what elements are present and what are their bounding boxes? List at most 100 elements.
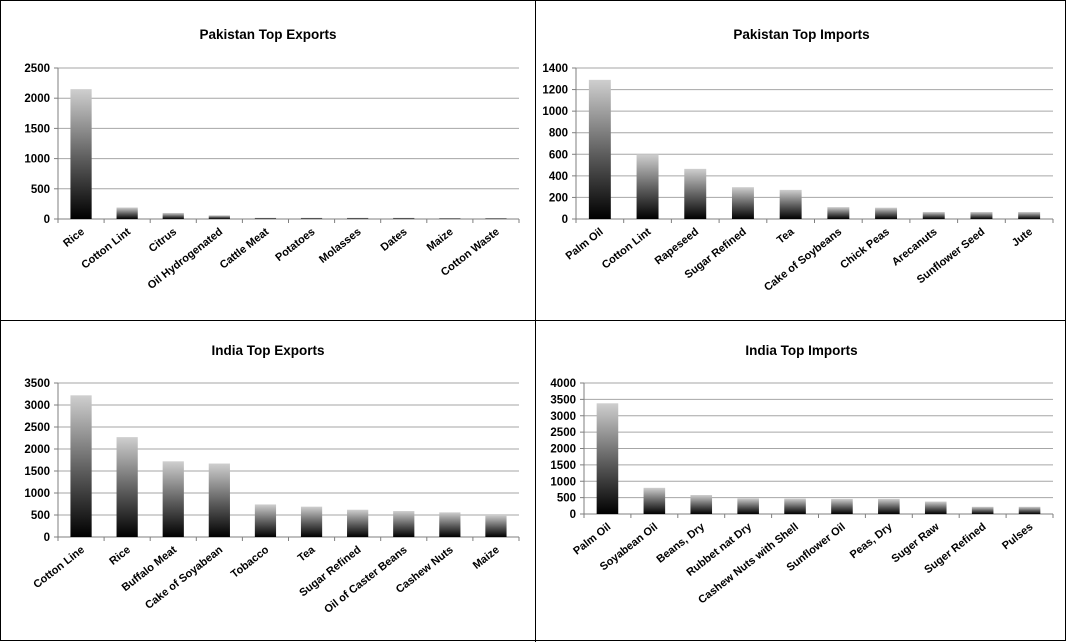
chart-panel-india-exports: India Top Exports 0 500 1000 1500 2000 2500 300… bbox=[1, 321, 536, 642]
bar bbox=[254, 217, 277, 219]
bar bbox=[439, 512, 461, 537]
x-category-label: Rapeseed bbox=[653, 226, 701, 267]
y-tick-label: 3000 bbox=[550, 411, 576, 423]
y-tick-label: 200 bbox=[549, 192, 568, 204]
bar bbox=[875, 207, 898, 219]
y-tick-label: 4000 bbox=[550, 378, 576, 390]
x-category-label: Tea bbox=[775, 225, 797, 246]
x-category-label: Cotton Lint bbox=[600, 226, 654, 272]
bar bbox=[971, 506, 994, 514]
x-category-label: Tobacco bbox=[229, 544, 272, 581]
x-category-label: Rice bbox=[107, 544, 133, 568]
bar bbox=[690, 495, 713, 514]
x-category-label: Citrus bbox=[147, 226, 179, 255]
bar bbox=[70, 89, 92, 219]
bar bbox=[347, 217, 369, 219]
x-category-label: Chick Peas bbox=[838, 226, 892, 272]
y-tick-label: 3500 bbox=[550, 394, 576, 406]
y-tick-label: 1000 bbox=[550, 476, 576, 488]
x-category-label: Palm Oil bbox=[564, 226, 606, 263]
x-category-label: Cake of Soyabean bbox=[143, 544, 225, 612]
y-tick-label: 1000 bbox=[542, 106, 568, 118]
bar bbox=[779, 189, 802, 219]
y-tick-label: 2000 bbox=[550, 444, 576, 456]
bar bbox=[208, 463, 230, 537]
x-category-label: Oil of Caster Beans bbox=[322, 544, 409, 616]
y-tick-label: 0 bbox=[44, 532, 50, 544]
bar bbox=[162, 461, 184, 537]
y-tick-label: 1000 bbox=[24, 154, 50, 166]
bar bbox=[393, 217, 415, 219]
chart-india-exports: India Top Exports 0 500 1000 1500 2000 2500 300… bbox=[24, 343, 520, 616]
chart-title: Pakistan Top Imports bbox=[733, 27, 869, 42]
bar bbox=[684, 168, 707, 219]
bar bbox=[116, 207, 138, 219]
chart-pakistan-exports: Pakistan Top Exports 0 500 1000 1500 2000 2500… bbox=[24, 27, 520, 292]
y-tick-label: 1200 bbox=[542, 85, 568, 97]
bar bbox=[922, 211, 945, 219]
bar bbox=[643, 487, 666, 514]
x-category-label: Pulses bbox=[1000, 521, 1035, 552]
y-tick-label: 0 bbox=[44, 214, 50, 226]
x-category-label: Molasses bbox=[317, 226, 363, 266]
bar bbox=[596, 403, 619, 514]
x-category-label: Maize bbox=[425, 226, 456, 254]
bar bbox=[1018, 211, 1041, 219]
x-category-label: Palm Oil bbox=[571, 521, 613, 558]
bar bbox=[737, 498, 759, 514]
bar bbox=[827, 207, 850, 219]
y-tick-label: 1500 bbox=[24, 466, 50, 478]
bar bbox=[70, 395, 92, 537]
y-tick-label: 400 bbox=[549, 171, 568, 183]
x-category-label: Rice bbox=[61, 226, 87, 250]
x-category-label: Tea bbox=[296, 543, 318, 564]
x-category-label: Maize bbox=[471, 544, 502, 572]
bar bbox=[636, 154, 659, 219]
y-tick-label: 2500 bbox=[24, 63, 50, 75]
y-tick-label: 3000 bbox=[24, 400, 50, 412]
y-tick-label: 0 bbox=[562, 214, 568, 226]
bar bbox=[439, 218, 461, 219]
bar bbox=[393, 511, 415, 537]
y-tick-label: 500 bbox=[557, 493, 576, 505]
bar bbox=[347, 509, 369, 537]
chart-panel-india-imports: India Top Imports 0 500 1000 1500 2000 2500 300… bbox=[536, 321, 1066, 642]
x-category-label: Potatoes bbox=[273, 226, 317, 264]
y-tick-label: 500 bbox=[31, 184, 50, 196]
y-tick-label: 2500 bbox=[550, 427, 576, 439]
x-category-label: Peas, Dry bbox=[848, 520, 896, 561]
chart-title: India Top Imports bbox=[745, 343, 857, 358]
x-category-label: Jute bbox=[1010, 226, 1035, 249]
y-tick-label: 600 bbox=[549, 149, 568, 161]
y-tick-label: 0 bbox=[570, 509, 576, 521]
y-tick-label: 500 bbox=[31, 510, 50, 522]
bar bbox=[588, 79, 611, 219]
x-category-label: Dates bbox=[379, 226, 410, 254]
bar bbox=[254, 504, 277, 537]
y-tick-label: 1500 bbox=[24, 123, 50, 135]
bar bbox=[831, 498, 853, 514]
bar bbox=[1018, 506, 1041, 514]
bar bbox=[485, 515, 507, 537]
y-tick-label: 3500 bbox=[24, 378, 50, 390]
bar bbox=[970, 211, 993, 219]
chart-title: India Top Exports bbox=[211, 343, 324, 358]
y-tick-label: 2000 bbox=[24, 444, 50, 456]
bar bbox=[208, 215, 230, 219]
bar bbox=[162, 212, 184, 219]
y-tick-label: 1500 bbox=[550, 460, 576, 472]
bar bbox=[878, 498, 900, 514]
x-category-label: Cake of Soybeans bbox=[762, 226, 844, 294]
chart-pakistan-imports: Pakistan Top Imports 0 200 400 600 800 1000 120… bbox=[542, 27, 1054, 294]
bar bbox=[924, 501, 947, 514]
bar bbox=[116, 437, 138, 537]
y-tick-label: 1400 bbox=[542, 63, 568, 75]
bar bbox=[784, 498, 806, 514]
x-category-label: Cotton Line bbox=[31, 544, 87, 591]
bar bbox=[300, 506, 323, 537]
chart-panel-pakistan-exports: Pakistan Top Exports 0 500 1000 1500 2000 2500… bbox=[1, 1, 536, 321]
x-category-label: Cotton Lint bbox=[79, 226, 133, 272]
y-tick-label: 800 bbox=[549, 128, 568, 140]
x-category-label: Cattle Meat bbox=[218, 226, 272, 272]
